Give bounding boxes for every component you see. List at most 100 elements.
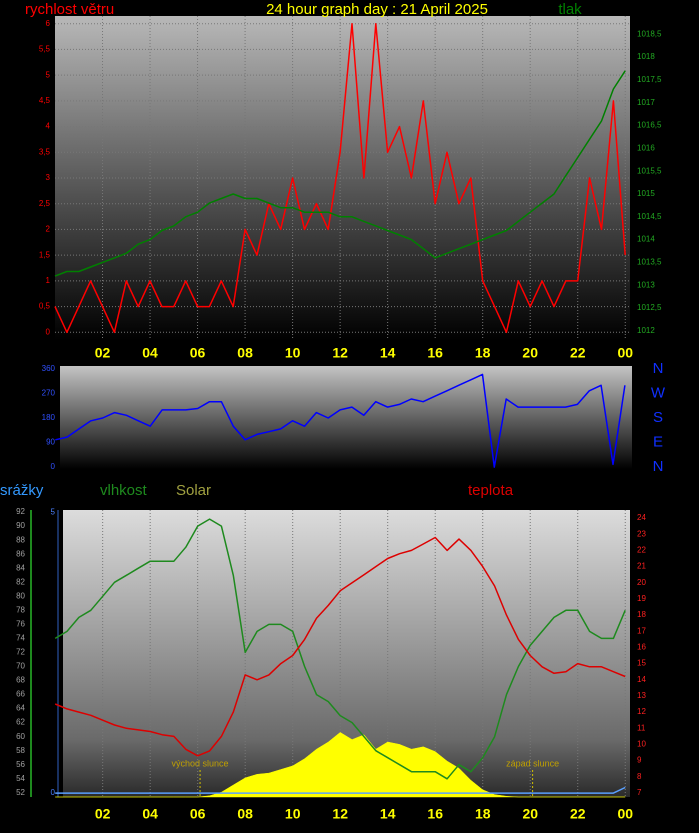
y-tick-label: 86: [16, 549, 25, 558]
y2-tick-label: 22: [637, 546, 646, 555]
annotation: východ slunce: [172, 758, 229, 768]
y2-tick-label: 23: [637, 529, 646, 538]
y2-tick-label: 7: [637, 788, 642, 797]
y2-tick-label: 16: [637, 643, 646, 652]
y-tick-label: 2,5: [39, 199, 51, 208]
y-tick-label: 6: [46, 19, 51, 28]
y-tick-label: 70: [16, 662, 25, 671]
y2-tick-label: 20: [637, 578, 646, 587]
series-label: rychlost větru: [25, 1, 114, 18]
y2-tick-label: W: [651, 384, 666, 401]
y2-tick-label: N: [653, 458, 664, 475]
y-tick-label: 74: [16, 634, 25, 643]
y-tick-label: 1,5: [39, 250, 51, 259]
y2-tick-label: 13: [637, 691, 646, 700]
y-tick-label: 84: [16, 563, 25, 572]
y-tick-label: 72: [16, 648, 25, 657]
y2-tick-label: S: [653, 409, 663, 426]
y2-tick-label: 1012: [637, 326, 655, 335]
series-label: srážky: [0, 482, 44, 499]
y2-tick-label: 1015,5: [637, 166, 662, 175]
x-tick-label: 08: [237, 806, 253, 822]
y-tick-label: 0,5: [39, 302, 51, 311]
x-tick-label: 04: [142, 806, 158, 822]
x-tick-label: 10: [285, 345, 301, 361]
line: [54, 518, 626, 780]
y-tick-label: 0: [46, 327, 51, 336]
y-tick-label: 88: [16, 535, 25, 544]
y-tick-label: 1: [46, 276, 51, 285]
y2-tick-label: 12: [637, 707, 646, 716]
y2-tick-label: 14: [637, 675, 646, 684]
x-tick-label: 16: [427, 806, 443, 822]
y2-tick-label: 1014: [637, 235, 655, 244]
line: [54, 70, 626, 277]
x-tick-label: 22: [570, 806, 586, 822]
y-tick-label: 64: [16, 704, 25, 713]
x-tick-label: 06: [190, 806, 206, 822]
y2-tick-label: 15: [637, 659, 646, 668]
y2-tick-label: 1015: [637, 189, 655, 198]
x-tick-label: 10: [285, 806, 301, 822]
y2-tick-label: 1017,5: [637, 75, 662, 84]
y2-tick-label: 19: [637, 594, 646, 603]
x-tick-label: 00: [617, 345, 633, 361]
y2-tick-label: 1013,5: [637, 258, 662, 267]
x-tick-label: 04: [142, 345, 158, 361]
x-tick-label: 08: [237, 345, 253, 361]
y-tick-label: 90: [16, 521, 25, 530]
y-tick-label: 54: [16, 774, 25, 783]
x-tick-label: 20: [522, 806, 538, 822]
y-tick-label: 90: [46, 438, 55, 447]
y2-tick-label: 9: [637, 756, 642, 765]
y2-tick-label: 18: [637, 610, 646, 619]
y2-tick-label: 1013: [637, 280, 655, 289]
y2-tick-label: 1017: [637, 98, 655, 107]
x-tick-label: 14: [380, 806, 396, 822]
y2-tick-label: 1016: [637, 143, 655, 152]
y2-tick-label: 11: [637, 723, 646, 732]
y3-tick-label: 0: [51, 788, 56, 797]
y-tick-label: 5: [46, 70, 51, 79]
y2-tick-label: 24: [637, 513, 646, 522]
y-tick-label: 66: [16, 690, 25, 699]
x-tick-label: 12: [332, 345, 348, 361]
y2-tick-label: 1012,5: [637, 303, 662, 312]
series-label: tlak: [558, 1, 582, 18]
line: [54, 536, 626, 757]
x-tick-label: 00: [617, 806, 633, 822]
y-tick-label: 80: [16, 591, 25, 600]
x-tick-label: 20: [522, 345, 538, 361]
line: [55, 786, 626, 794]
y-tick-label: 4,5: [39, 96, 51, 105]
x-tick-label: 22: [570, 345, 586, 361]
y-tick-label: 60: [16, 732, 25, 741]
y2-tick-label: 1018: [637, 52, 655, 61]
y-tick-label: 360: [42, 364, 56, 373]
y2-tick-label: 17: [637, 626, 646, 635]
y-tick-label: 3,5: [39, 147, 51, 156]
y2-tick-label: E: [653, 434, 663, 451]
plot-area: [55, 16, 630, 340]
y3-tick-label: 5: [51, 507, 56, 516]
y-tick-label: 56: [16, 760, 25, 769]
y2-tick-label: 10: [637, 740, 646, 749]
line: [55, 373, 626, 468]
chart-title: 24 hour graph day : 21 April 2025: [266, 1, 488, 18]
x-tick-label: 18: [475, 345, 491, 361]
y-tick-label: 3: [46, 173, 51, 182]
y2-tick-label: 21: [637, 562, 646, 571]
line: [54, 22, 626, 334]
y-tick-label: 92: [16, 507, 25, 516]
y-tick-label: 5,5: [39, 45, 51, 54]
area: [55, 732, 626, 798]
y-tick-label: 0: [51, 462, 56, 471]
y2-tick-label: 8: [637, 772, 642, 781]
plot-area: [60, 366, 632, 469]
x-tick-label: 14: [380, 345, 396, 361]
y2-tick-label: 1016,5: [637, 121, 662, 130]
annotation: západ slunce: [506, 758, 559, 768]
y-tick-label: 52: [16, 788, 25, 797]
y-tick-label: 82: [16, 577, 25, 586]
